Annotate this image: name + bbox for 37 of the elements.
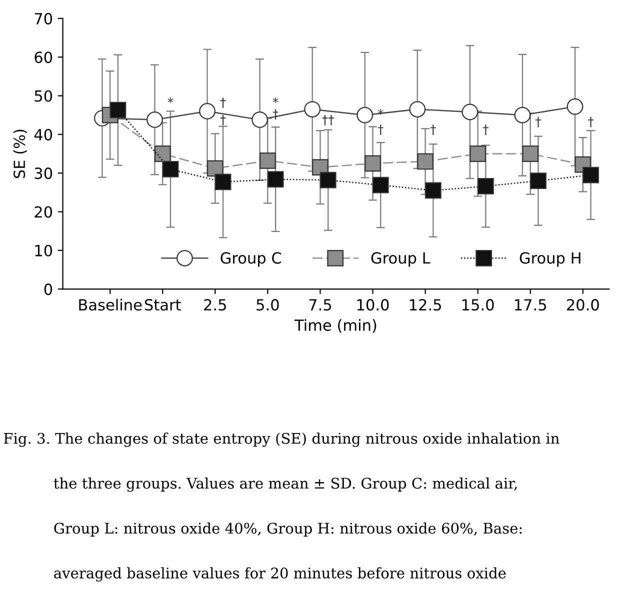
legend-label: Group L xyxy=(371,252,430,267)
x-tick-label: 15.0 xyxy=(462,299,494,311)
y-tick-label: 20 xyxy=(34,206,52,218)
x-tick-label: Baseline xyxy=(79,298,142,311)
text: the three groups. Values are mean ± SD. Group C: medical air, xyxy=(54,477,517,492)
text: averaged baseline values for 20 minutes before nitrous oxide xyxy=(54,567,506,582)
y-tick-label: 60 xyxy=(34,52,52,64)
y-tick-label: 70 xyxy=(34,12,52,24)
y-tick-label: 30 xyxy=(34,168,52,180)
annotation: † xyxy=(588,116,594,128)
annotation: † xyxy=(220,98,226,108)
y-axis-title: SE (%) xyxy=(13,130,27,178)
y-tick-label: 40 xyxy=(34,128,52,140)
annotation: * xyxy=(168,97,174,104)
annotation: † xyxy=(220,114,226,126)
legend-label: Group C xyxy=(220,252,282,267)
y-tick-label: 0 xyxy=(44,284,52,296)
y-tick-label: 10 xyxy=(35,244,52,256)
x-tick-label: 12.5 xyxy=(410,299,441,311)
x-tick-label: 7.5 xyxy=(309,299,332,311)
x-tick-label: 5.0 xyxy=(256,299,279,311)
y-tick-label: 50 xyxy=(34,90,52,102)
x-axis-title: Time (min) xyxy=(294,319,376,333)
annotation: † xyxy=(430,124,436,135)
x-tick-label: Start xyxy=(144,299,181,311)
annotation: † xyxy=(378,124,384,135)
x-tick-label: 10.0 xyxy=(357,299,389,311)
x-tick-label: 17.5 xyxy=(515,299,546,311)
annotation: † xyxy=(482,124,488,135)
x-tick-label: 20.0 xyxy=(567,299,599,311)
annotation: †† xyxy=(322,114,334,126)
annotation: † xyxy=(535,116,542,128)
text: Group L: nitrous oxide 40%, Group H: nitrous oxide 60%, Base: xyxy=(54,522,522,537)
x-tick-label: 2.5 xyxy=(204,299,226,311)
annotation: * xyxy=(272,97,278,104)
caption: Fig. 3. The changes of state entropy (SE) during nitrous oxide inhalation in xyxy=(4,432,560,447)
legend-label: Group H xyxy=(520,252,580,267)
